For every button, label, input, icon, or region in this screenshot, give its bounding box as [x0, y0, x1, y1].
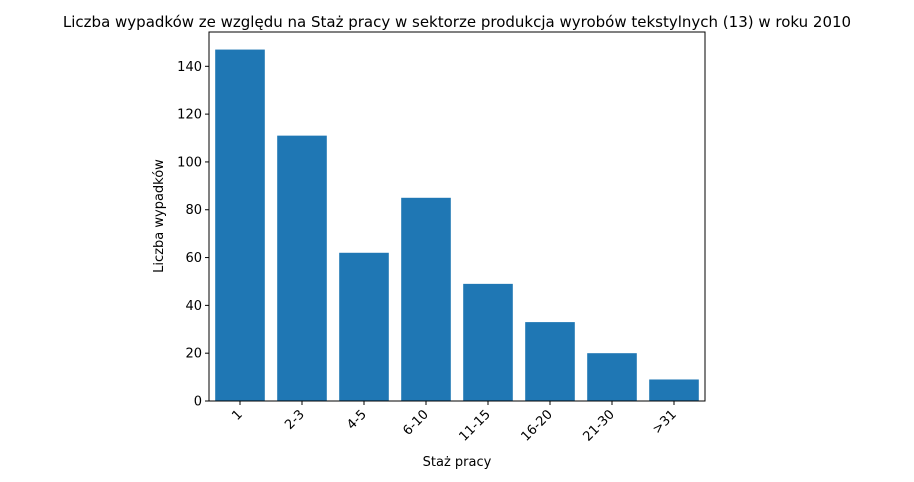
chart-title: Liczba wypadków ze względu na Staż pracy…	[63, 13, 851, 31]
bar-2-3	[277, 135, 327, 401]
bar->31	[649, 379, 699, 401]
y-tick-label: 140	[177, 60, 202, 75]
y-tick-label: 100	[177, 155, 202, 170]
x-tick-label: 21-30	[581, 407, 618, 444]
x-tick-label: >31	[650, 407, 680, 437]
bar-11-15	[463, 283, 513, 401]
x-tick-label: 6-10	[400, 407, 431, 438]
x-tick-label: 2-3	[282, 407, 308, 433]
y-tick-label: 40	[185, 299, 202, 314]
bar-21-30	[587, 353, 637, 401]
y-tick-label: 20	[185, 347, 202, 362]
bar-4-5	[339, 252, 389, 401]
y-tick-label: 0	[194, 395, 202, 410]
y-tick-label: 120	[177, 108, 202, 123]
bars-group	[215, 49, 699, 401]
plot-frame	[208, 31, 706, 402]
y-tick-label: 60	[185, 251, 202, 266]
x-axis-title: Staż pracy	[423, 455, 492, 470]
x-tick-label: 4-5	[344, 407, 370, 433]
y-axis-ticks: 0 20 40 60 80 100 120 140	[177, 60, 209, 410]
y-axis-title: Liczba wypadków	[152, 159, 167, 273]
x-tick-label: 1	[229, 407, 245, 423]
x-axis-ticks: 1 2-3 4-5 6-10 11-15 16-20 21-30 >31	[229, 401, 680, 445]
bar-1	[215, 49, 265, 401]
x-tick-label: 11-15	[457, 407, 494, 444]
y-tick-label: 80	[185, 203, 202, 218]
bar-6-10	[401, 197, 451, 401]
bar-16-20	[525, 322, 575, 401]
x-tick-label: 16-20	[519, 407, 556, 444]
